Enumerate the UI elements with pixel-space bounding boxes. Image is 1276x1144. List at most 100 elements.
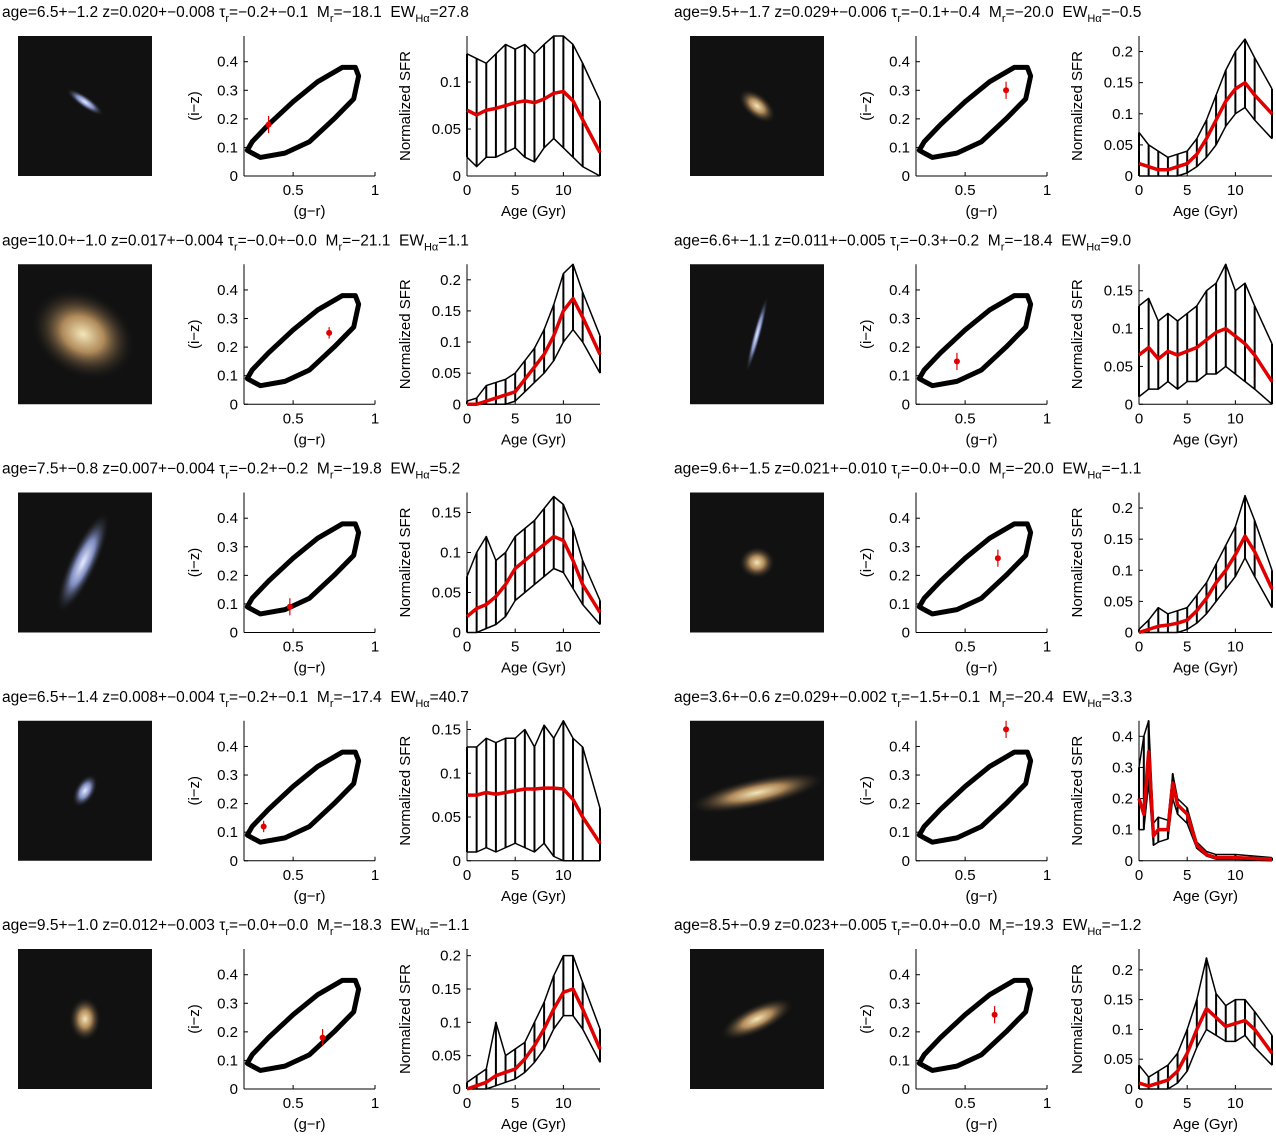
title-text: =−0.0+−0.0 M <box>901 917 1002 934</box>
y-tick-label: 0.3 <box>217 767 238 784</box>
y-tick-label: 0.2 <box>889 339 910 356</box>
x-tick-label: 5 <box>511 867 519 884</box>
y-tick-label: 0.1 <box>217 596 238 613</box>
panel-title: age=9.5+−1.7 z=0.029+−0.006 τr=−0.1+−0.4… <box>674 4 1141 25</box>
x-axis-label: (g−r) <box>965 888 997 905</box>
x-tick-label: 0 <box>1135 639 1143 656</box>
title-subscript: r <box>330 470 334 482</box>
data-point <box>265 121 272 128</box>
y-axis-label: (i−z) <box>858 776 875 806</box>
title-text: age=6.6+−1.1 z=0.011+−0.005 τ <box>674 232 896 249</box>
y-tick-label: 0.05 <box>432 1048 461 1065</box>
title-subscript: r <box>330 926 334 938</box>
x-tick-label: 1 <box>1043 410 1051 427</box>
y-tick-label: 0.05 <box>1104 1051 1133 1068</box>
title-subscript: r <box>225 926 229 938</box>
title-text: =−18.1 EW <box>334 4 416 21</box>
y-tick-label: 0 <box>1125 1081 1133 1098</box>
data-point <box>953 358 960 365</box>
x-axis-label: (g−r) <box>965 203 997 220</box>
band-lower <box>1139 1028 1273 1090</box>
title-text: =5.2 <box>430 461 461 478</box>
y-tick-label: 0.05 <box>432 365 461 382</box>
track <box>916 977 1034 1073</box>
y-tick-label: 0.1 <box>1112 562 1133 579</box>
y-axis-label: Normalized SFR <box>1069 736 1086 846</box>
y-tick-label: 0 <box>902 168 910 185</box>
y-tick-label: 0.2 <box>217 339 238 356</box>
x-tick-label: 10 <box>1227 410 1244 427</box>
x-axis-label: Age (Gyr) <box>501 660 566 677</box>
y-tick-label: 0.15 <box>432 722 461 739</box>
panel-title: age=3.6+−0.6 z=0.029+−0.002 τr=−1.5+−0.1… <box>674 689 1132 710</box>
title-text: age=6.5+−1.4 z=0.008+−0.004 τ <box>2 689 225 706</box>
y-tick-label: 0.2 <box>440 272 461 289</box>
y-tick-label: 0.1 <box>440 545 461 562</box>
galaxy <box>738 89 776 123</box>
y-tick-label: 0 <box>230 1081 238 1098</box>
band-upper <box>1138 957 1273 1078</box>
sfr-line <box>1137 326 1274 383</box>
y-axis-label: Normalized SFR <box>1069 507 1086 617</box>
y-tick-label: 0.4 <box>217 967 238 984</box>
sfr-line <box>1138 1006 1274 1088</box>
band-upper <box>466 35 601 102</box>
x-axis-label: Age (Gyr) <box>1173 660 1238 677</box>
y-tick-label: 0.2 <box>1112 791 1133 808</box>
y-tick-label: 0.15 <box>1104 531 1133 548</box>
y-tick-label: 0 <box>453 853 461 870</box>
x-tick-label: 0 <box>1135 867 1143 884</box>
y-tick-label: 0 <box>453 625 461 642</box>
data-point <box>326 329 333 336</box>
band-upper <box>466 263 601 402</box>
galaxy <box>30 288 136 380</box>
title-subscript: r <box>338 241 342 253</box>
y-tick-label: 0 <box>902 853 910 870</box>
y-tick-label: 0.1 <box>889 596 910 613</box>
title-subscript: r <box>1002 926 1006 938</box>
title-subscript: r <box>330 698 334 710</box>
y-tick-label: 0.3 <box>217 311 238 328</box>
sfr-line <box>466 987 602 1091</box>
panel-title: age=6.6+−1.1 z=0.011+−0.005 τr=−0.3+−0.2… <box>674 232 1132 253</box>
x-axis-label: Age (Gyr) <box>501 203 566 220</box>
y-tick-label: 0 <box>230 396 238 413</box>
x-tick-label: 0 <box>463 410 471 427</box>
y-tick-label: 0.1 <box>1112 822 1133 839</box>
y-tick-label: 0.4 <box>217 738 238 755</box>
x-tick-label: 0.5 <box>955 867 976 884</box>
x-axis-label: Age (Gyr) <box>501 888 566 905</box>
y-tick-label: 0.4 <box>889 738 910 755</box>
title-text: =−20.0 EW <box>1006 461 1088 478</box>
x-tick-label: 1 <box>1043 1095 1051 1112</box>
panel-title: age=6.5+−1.4 z=0.008+−0.004 τr=−0.2+−0.1… <box>2 689 469 710</box>
title-text: =−0.1+−0.4 M <box>901 4 1002 21</box>
y-axis-label: Normalized SFR <box>1069 964 1086 1074</box>
title-text: =−1.2 <box>1102 917 1142 934</box>
title-text: =−0.2+−0.1 M <box>229 4 330 21</box>
x-tick-label: 5 <box>511 182 519 199</box>
title-text: =−20.0 EW <box>1006 4 1088 21</box>
x-tick-label: 10 <box>1227 639 1244 656</box>
title-text: =−18.4 EW <box>1004 232 1086 249</box>
y-tick-label: 0.2 <box>1112 500 1133 517</box>
x-axis-label: (g−r) <box>293 431 325 448</box>
title-text: =1.1 <box>438 232 469 249</box>
y-axis-label: Normalized SFR <box>397 279 414 389</box>
y-tick-label: 0.1 <box>217 824 238 841</box>
galaxy <box>72 774 98 808</box>
x-tick-label: 5 <box>1183 867 1191 884</box>
title-subscript: r <box>234 241 238 253</box>
x-tick-label: 0 <box>463 1095 471 1112</box>
y-tick-label: 0.1 <box>889 368 910 385</box>
y-axis-label: (i−z) <box>186 91 203 121</box>
title-text: =9.0 <box>1101 232 1132 249</box>
title-subscript: r <box>225 698 229 710</box>
y-tick-label: 0.2 <box>1112 44 1133 61</box>
x-axis-label: (g−r) <box>293 203 325 220</box>
galaxy <box>745 295 769 373</box>
x-axis-label: (g−r) <box>965 660 997 677</box>
title-subscript: r <box>225 13 229 25</box>
x-tick-label: 10 <box>555 410 572 427</box>
title-subscript: Hα <box>415 470 430 482</box>
